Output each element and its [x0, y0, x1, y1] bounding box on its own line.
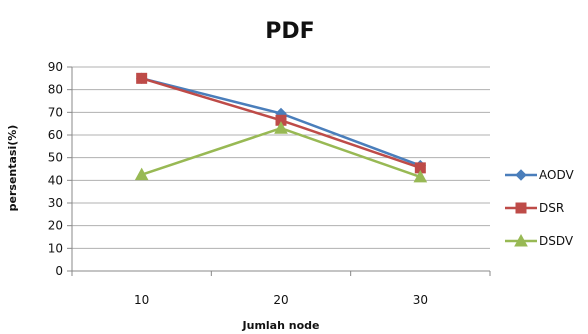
y-tick-label: 0 — [55, 264, 63, 278]
y-tick-label: 50 — [48, 151, 63, 165]
legend-marker-dsr — [515, 202, 527, 214]
y-tick-label: 90 — [48, 60, 63, 74]
x-tick-label: 10 — [134, 293, 149, 307]
y-tick-label: 10 — [48, 241, 63, 255]
y-tick-label: 80 — [48, 83, 63, 97]
legend-item-dsdv: DSDV — [505, 233, 574, 248]
series-group — [134, 72, 428, 183]
x-tick-label: 20 — [273, 293, 288, 307]
y-tick-label: 60 — [48, 128, 63, 142]
y-tick-label: 30 — [48, 196, 63, 210]
x-tick-label: 30 — [413, 293, 428, 307]
gridlines — [67, 66, 491, 276]
chart-title: PDF — [265, 19, 314, 44]
y-tick-label: 40 — [48, 173, 63, 187]
legend-item-aodv: AODV — [505, 168, 574, 182]
y-axis-title: persentasi(%) — [6, 125, 19, 212]
series-dsdv — [134, 121, 428, 183]
data-point-dsdv — [274, 121, 288, 134]
legend: AODV DSR DSDV — [505, 168, 574, 248]
legend-label-dsdv: DSDV — [539, 234, 574, 248]
legend-item-dsr: DSR — [505, 201, 564, 215]
legend-label-aodv: AODV — [539, 168, 574, 182]
data-point-dsdv — [413, 169, 428, 183]
legend-marker-dsdv — [514, 233, 528, 247]
y-tick-label: 70 — [48, 105, 63, 119]
legend-marker-aodv — [515, 169, 527, 181]
data-point-dsdv — [134, 167, 149, 181]
y-tick-labels: 0 10 20 30 40 50 60 70 80 90 — [48, 60, 63, 278]
legend-label-dsr: DSR — [539, 201, 564, 215]
y-tick-label: 20 — [48, 219, 63, 233]
series-dsr — [136, 72, 426, 174]
x-tick-labels: 10 20 30 — [134, 293, 428, 307]
data-point-dsr — [136, 72, 148, 84]
x-axis-title: Jumlah node — [242, 319, 320, 332]
